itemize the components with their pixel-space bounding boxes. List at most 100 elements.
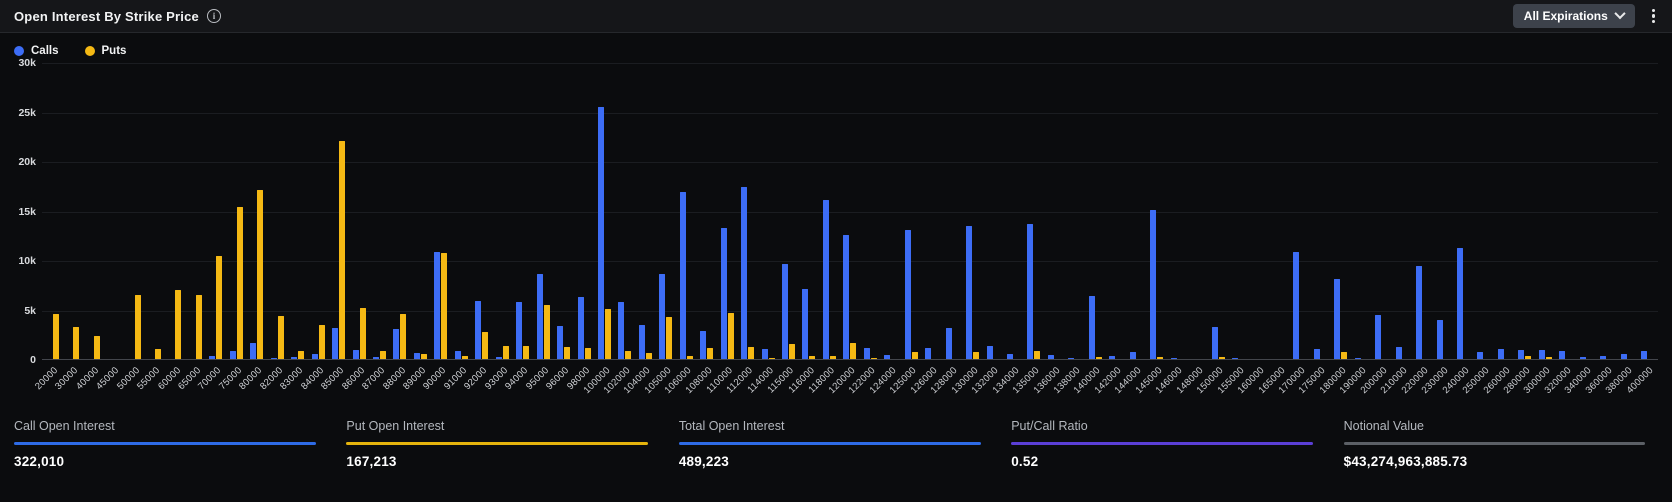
bar-group-140000[interactable]: 140000 (1072, 63, 1105, 396)
put-bar[interactable] (175, 289, 182, 360)
call-bar[interactable] (311, 354, 318, 360)
bar-group-144000[interactable]: 144000 (1113, 63, 1146, 396)
put-bar[interactable] (52, 314, 59, 360)
bar-group-75000[interactable]: 75000 (217, 63, 246, 392)
bar-group-92000[interactable]: 92000 (462, 63, 492, 392)
call-bar[interactable] (863, 348, 870, 360)
call-bar[interactable] (1456, 248, 1463, 360)
bar-group-83000[interactable]: 83000 (278, 63, 307, 392)
call-bar[interactable] (1007, 354, 1014, 360)
bar-group-128000[interactable]: 128000 (929, 63, 962, 396)
put-bar[interactable] (523, 346, 530, 360)
bar-group-126000[interactable]: 126000 (908, 63, 941, 396)
put-bar[interactable] (420, 354, 427, 360)
put-bar[interactable] (339, 141, 346, 360)
bar-group-155000[interactable]: 155000 (1215, 63, 1248, 396)
put-bar[interactable] (359, 307, 366, 360)
put-bar[interactable] (379, 351, 386, 360)
put-bar[interactable] (277, 316, 284, 360)
put-bar[interactable] (482, 332, 489, 360)
bar-group-220000[interactable]: 220000 (1399, 63, 1432, 396)
call-bar[interactable] (1334, 278, 1341, 360)
put-bar[interactable] (1095, 357, 1102, 360)
call-bar[interactable] (1375, 314, 1382, 360)
put-bar[interactable] (584, 348, 591, 360)
call-bar[interactable] (434, 252, 441, 360)
call-bar[interactable] (475, 300, 482, 360)
put-bar[interactable] (829, 356, 836, 360)
bar-group-100000[interactable]: 100000 (581, 63, 614, 396)
bar-group-135000[interactable]: 135000 (1011, 63, 1044, 396)
call-bar[interactable] (679, 191, 686, 360)
bar-group-104000[interactable]: 104000 (622, 63, 655, 396)
bar-group-250000[interactable]: 250000 (1461, 63, 1494, 396)
bar-group-102000[interactable]: 102000 (602, 63, 635, 396)
call-bar[interactable] (1211, 326, 1218, 360)
bar-group-136000[interactable]: 136000 (1031, 63, 1064, 396)
put-bar[interactable] (318, 325, 325, 360)
call-bar[interactable] (945, 328, 952, 360)
call-bar[interactable] (229, 351, 236, 360)
legend-item-puts[interactable]: Puts (84, 45, 126, 57)
bar-group-87000[interactable]: 87000 (360, 63, 389, 392)
bar-group-280000[interactable]: 280000 (1502, 63, 1535, 396)
call-bar[interactable] (761, 349, 768, 360)
call-bar[interactable] (802, 288, 809, 360)
call-bar[interactable] (1170, 357, 1177, 360)
call-bar[interactable] (1497, 349, 1504, 360)
call-bar[interactable] (741, 186, 748, 360)
call-bar[interactable] (1436, 320, 1443, 360)
bar-group-115000[interactable]: 115000 (766, 63, 798, 396)
call-bar[interactable] (1129, 352, 1136, 360)
bar-group-170000[interactable]: 170000 (1277, 63, 1310, 396)
put-bar[interactable] (1545, 357, 1552, 360)
bar-group-340000[interactable]: 340000 (1563, 63, 1596, 396)
bar-group-200000[interactable]: 200000 (1358, 63, 1391, 396)
put-bar[interactable] (461, 356, 468, 360)
put-bar[interactable] (768, 357, 775, 360)
bar-group-65000[interactable]: 65000 (176, 63, 205, 392)
call-bar[interactable] (577, 296, 584, 360)
call-bar[interactable] (966, 226, 973, 360)
call-bar[interactable] (1620, 354, 1627, 360)
call-bar[interactable] (822, 199, 829, 360)
bar-group-108000[interactable]: 108000 (683, 63, 717, 396)
bar-group-93000[interactable]: 93000 (483, 63, 512, 392)
bar-group-114000[interactable]: 114000 (745, 63, 778, 396)
call-bar[interactable] (536, 273, 543, 360)
bar-group-122000[interactable]: 122000 (847, 63, 880, 396)
call-bar[interactable] (1313, 349, 1320, 360)
bar-group-360000[interactable]: 360000 (1583, 63, 1616, 396)
put-bar[interactable] (973, 352, 980, 360)
call-bar[interactable] (495, 357, 502, 360)
bar-group-40000[interactable]: 40000 (74, 63, 103, 392)
call-bar[interactable] (209, 356, 216, 360)
call-bar[interactable] (638, 325, 645, 360)
put-bar[interactable] (789, 344, 796, 360)
bar-group-230000[interactable]: 230000 (1420, 63, 1453, 396)
put-bar[interactable] (707, 348, 714, 360)
put-bar[interactable] (625, 351, 632, 360)
bar-group-60000[interactable]: 60000 (156, 63, 185, 392)
bar-group-84000[interactable]: 84000 (299, 63, 328, 392)
call-bar[interactable] (1395, 347, 1402, 360)
bar-group-124000[interactable]: 124000 (868, 63, 901, 396)
call-bar[interactable] (904, 230, 911, 360)
put-bar[interactable] (441, 253, 448, 360)
call-bar[interactable] (393, 329, 400, 360)
call-bar[interactable] (597, 106, 604, 360)
put-bar[interactable] (666, 317, 673, 360)
bar-group-130000[interactable]: 130000 (949, 63, 982, 396)
put-bar[interactable] (1218, 357, 1225, 360)
bar-group-82000[interactable]: 82000 (258, 63, 287, 392)
call-bar[interactable] (1518, 350, 1525, 360)
call-bar[interactable] (659, 273, 666, 360)
bar-group-240000[interactable]: 240000 (1440, 63, 1473, 396)
call-bar[interactable] (843, 235, 850, 360)
put-bar[interactable] (1034, 351, 1041, 360)
call-bar[interactable] (618, 301, 625, 360)
bar-group-190000[interactable]: 190000 (1338, 63, 1371, 396)
call-bar[interactable] (720, 228, 727, 360)
call-bar[interactable] (1600, 356, 1607, 360)
call-bar[interactable] (454, 351, 461, 360)
